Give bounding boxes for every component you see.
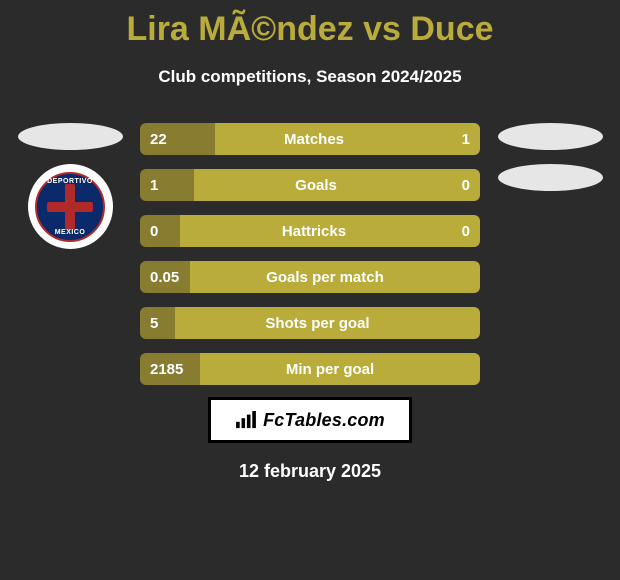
right-placeholder-icon	[498, 123, 603, 150]
stat-left-value: 22	[140, 123, 215, 155]
left-team-column: DEPORTIVO MEXICO	[10, 123, 130, 249]
stat-label: Min per goal	[200, 353, 460, 385]
bar-chart-icon	[235, 411, 257, 429]
stat-row-matches: 22 Matches 1	[140, 123, 480, 155]
stat-left-value: 5	[140, 307, 175, 339]
stat-right-value	[460, 353, 480, 385]
right-placeholder-icon-2	[498, 164, 603, 191]
stat-left-value: 1	[140, 169, 194, 201]
date-label: 12 february 2025	[239, 461, 381, 482]
stat-right-value	[460, 261, 480, 293]
page-subtitle: Club competitions, Season 2024/2025	[158, 67, 461, 87]
stat-row-goals-per-match: 0.05 Goals per match	[140, 261, 480, 293]
stats-card: Lira MÃ©ndez vs Duce Club competitions, …	[0, 0, 620, 482]
stat-row-min-per-goal: 2185 Min per goal	[140, 353, 480, 385]
stat-right-value	[460, 307, 480, 339]
stat-label: Goals per match	[190, 261, 460, 293]
club-badge-cruz-azul: DEPORTIVO MEXICO	[28, 164, 113, 249]
stat-left-value: 0	[140, 215, 180, 247]
stat-left-value: 2185	[140, 353, 200, 385]
cross-icon	[43, 180, 97, 234]
right-team-column	[490, 123, 610, 191]
stat-label: Goals	[194, 169, 438, 201]
stat-row-goals: 1 Goals 0	[140, 169, 480, 201]
club-badge-inner: DEPORTIVO MEXICO	[35, 172, 105, 242]
stat-right-value: 1	[413, 123, 480, 155]
content-row: DEPORTIVO MEXICO 22 Matches 1 1 Goals 0	[0, 123, 620, 385]
page-title: Lira MÃ©ndez vs Duce	[126, 10, 493, 49]
stat-row-hattricks: 0 Hattricks 0	[140, 215, 480, 247]
stat-label: Shots per goal	[175, 307, 460, 339]
stat-left-value: 0.05	[140, 261, 190, 293]
stat-label: Hattricks	[180, 215, 448, 247]
stat-right-value: 0	[438, 169, 480, 201]
source-link[interactable]: FcTables.com	[208, 397, 412, 443]
left-placeholder-icon	[18, 123, 123, 150]
stat-label: Matches	[215, 123, 413, 155]
stat-right-value: 0	[448, 215, 480, 247]
badge-bottom-text: MEXICO	[55, 229, 86, 236]
stats-bars: 22 Matches 1 1 Goals 0 0 Hattricks 0 0.0…	[140, 123, 480, 385]
stat-row-shots-per-goal: 5 Shots per goal	[140, 307, 480, 339]
source-label: FcTables.com	[263, 410, 385, 431]
